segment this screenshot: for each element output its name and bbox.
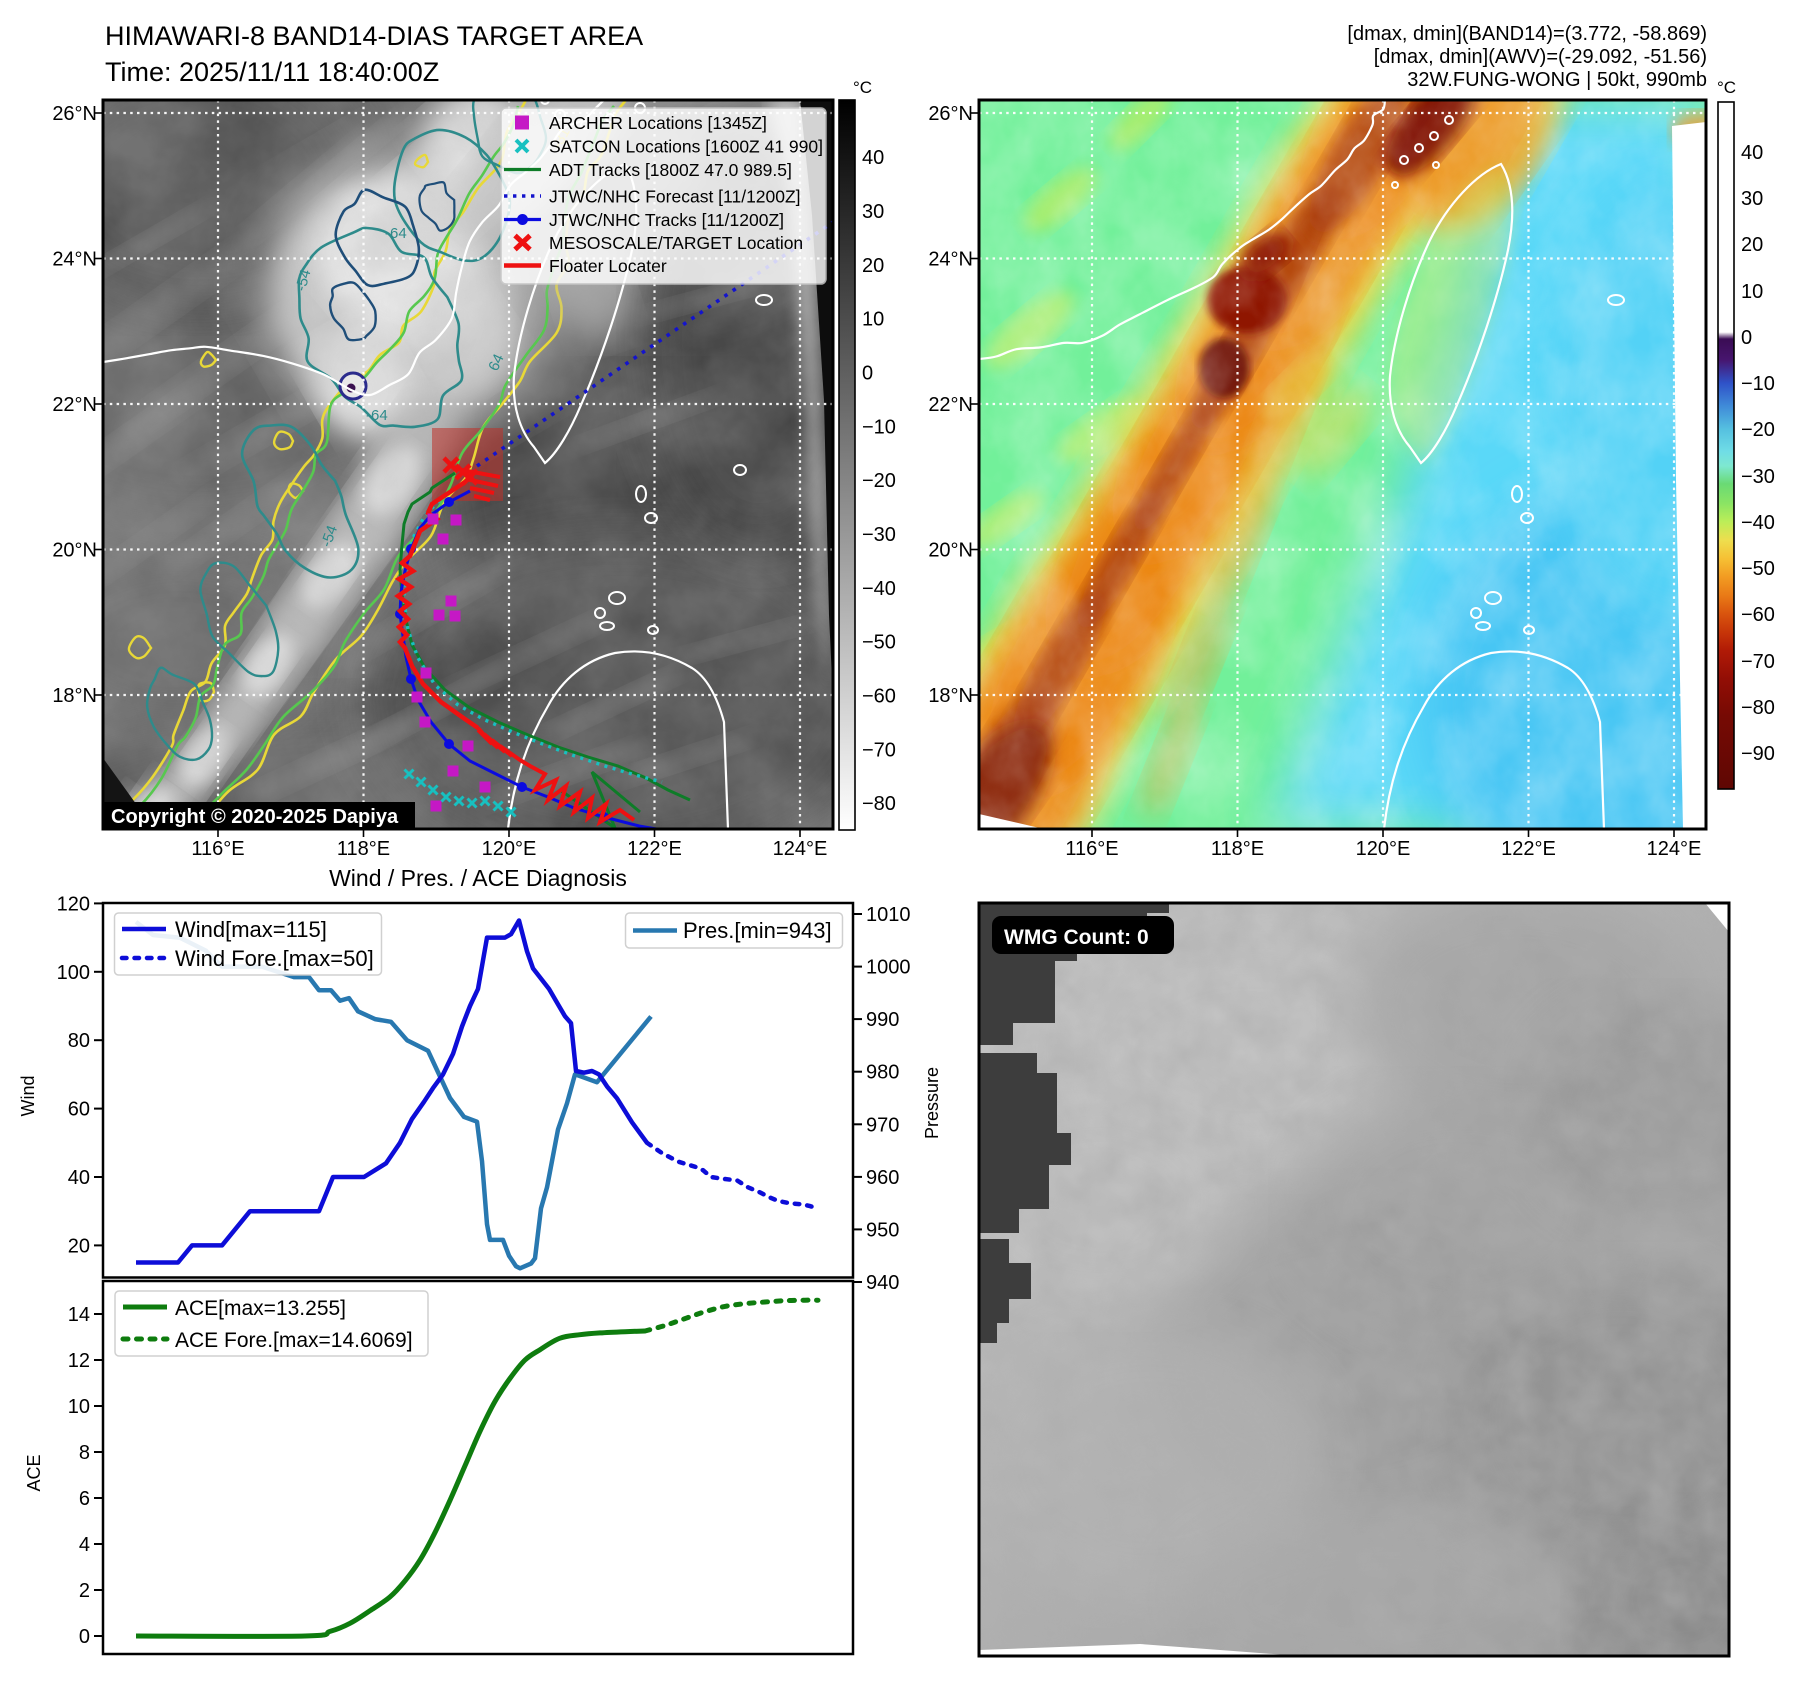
- svg-text:−50: −50: [1741, 558, 1775, 580]
- svg-text:118°E: 118°E: [1211, 838, 1264, 860]
- svg-text:12: 12: [68, 1350, 90, 1372]
- svg-text:4: 4: [79, 1534, 90, 1556]
- svg-text:−60: −60: [862, 686, 896, 708]
- svg-text:120°E: 120°E: [482, 838, 537, 860]
- svg-text:SATCON Locations [1600Z 41 990: SATCON Locations [1600Z 41 990]: [549, 137, 823, 157]
- svg-text:[dmax, dmin](AWV)=(-29.092, -5: [dmax, dmin](AWV)=(-29.092, -51.56): [1374, 46, 1707, 68]
- svg-text:26°N: 26°N: [52, 103, 97, 125]
- svg-text:−10: −10: [862, 416, 896, 438]
- svg-text:940: 940: [866, 1272, 899, 1294]
- svg-text:80: 80: [68, 1030, 90, 1052]
- svg-text:32W.FUNG-WONG | 50kt, 990mb: 32W.FUNG-WONG | 50kt, 990mb: [1407, 69, 1707, 91]
- svg-text:0: 0: [79, 1626, 90, 1648]
- svg-text:−20: −20: [862, 470, 896, 492]
- svg-text:Time: 2025/11/11 18:40:00Z: Time: 2025/11/11 18:40:00Z: [105, 57, 439, 87]
- svg-text:950: 950: [866, 1219, 899, 1241]
- svg-text:40: 40: [1741, 142, 1763, 164]
- svg-text:120°E: 120°E: [1356, 838, 1411, 860]
- svg-text:20: 20: [68, 1235, 90, 1257]
- svg-text:970: 970: [866, 1114, 899, 1136]
- svg-text:−60: −60: [1741, 604, 1775, 626]
- svg-text:Wind / Pres. / ACE Diagnosis: Wind / Pres. / ACE Diagnosis: [329, 865, 627, 891]
- svg-text:−40: −40: [1741, 512, 1775, 534]
- svg-text:−50: −50: [862, 632, 896, 654]
- svg-text:−90: −90: [1741, 743, 1775, 765]
- svg-text:20°N: 20°N: [52, 540, 97, 562]
- svg-text:JTWC/NHC Tracks [11/1200Z]: JTWC/NHC Tracks [11/1200Z]: [549, 210, 784, 230]
- svg-text:Floater Locater: Floater Locater: [549, 256, 667, 276]
- svg-text:18°N: 18°N: [52, 685, 97, 707]
- svg-text:Wind: Wind: [18, 1075, 38, 1116]
- svg-text:JTWC/NHC Forecast [11/1200Z]: JTWC/NHC Forecast [11/1200Z]: [549, 187, 801, 207]
- svg-text:Wind Fore.[max=50]: Wind Fore.[max=50]: [175, 946, 374, 971]
- svg-text:1010: 1010: [866, 904, 911, 926]
- svg-text:0: 0: [862, 363, 873, 385]
- svg-text:64: 64: [485, 351, 507, 373]
- svg-text:−70: −70: [1741, 651, 1775, 673]
- svg-text:−80: −80: [1741, 697, 1775, 719]
- svg-text:960: 960: [866, 1167, 899, 1189]
- svg-text:10: 10: [1741, 281, 1763, 303]
- svg-text:20°N: 20°N: [928, 540, 973, 562]
- svg-text:22°N: 22°N: [52, 394, 97, 416]
- svg-text:6: 6: [79, 1488, 90, 1510]
- svg-text:30: 30: [1741, 188, 1763, 210]
- svg-text:20: 20: [862, 255, 884, 277]
- svg-text:ACE: ACE: [24, 1454, 44, 1491]
- svg-text:30: 30: [862, 201, 884, 223]
- svg-text:120: 120: [57, 893, 90, 915]
- svg-text:ARCHER Locations [1345Z]: ARCHER Locations [1345Z]: [549, 113, 767, 133]
- svg-text:ACE[max=13.255]: ACE[max=13.255]: [175, 1297, 346, 1320]
- svg-text:40: 40: [68, 1167, 90, 1189]
- svg-text:990: 990: [866, 1009, 899, 1031]
- svg-text:124°E: 124°E: [773, 838, 828, 860]
- svg-text:24°N: 24°N: [928, 249, 973, 271]
- svg-text:124°E: 124°E: [1647, 838, 1702, 860]
- svg-text:122°E: 122°E: [1501, 838, 1556, 860]
- svg-text:HIMAWARI-8 BAND14-DIAS TARGET: HIMAWARI-8 BAND14-DIAS TARGET AREA: [105, 21, 643, 51]
- svg-text:116°E: 116°E: [191, 838, 244, 860]
- svg-text:10: 10: [68, 1396, 90, 1418]
- svg-text:−40: −40: [862, 578, 896, 600]
- svg-text:20: 20: [1741, 234, 1763, 256]
- svg-text:8: 8: [79, 1442, 90, 1464]
- svg-text:100: 100: [57, 962, 90, 984]
- svg-text:−30: −30: [1741, 466, 1775, 488]
- svg-text:122°E: 122°E: [627, 838, 682, 860]
- svg-text:22°N: 22°N: [928, 394, 973, 416]
- svg-text:Copyright © 2020-2025 Dapiya: Copyright © 2020-2025 Dapiya: [111, 806, 399, 828]
- svg-text:-64: -64: [385, 225, 407, 242]
- svg-text:−80: −80: [862, 793, 896, 815]
- svg-text:18°N: 18°N: [928, 685, 973, 707]
- svg-text:°C: °C: [1717, 78, 1736, 97]
- svg-text:40: 40: [862, 147, 884, 169]
- svg-text:14: 14: [68, 1304, 90, 1326]
- svg-text:°C: °C: [853, 78, 872, 97]
- svg-text:-54: -54: [292, 268, 314, 293]
- svg-text:−30: −30: [862, 524, 896, 546]
- svg-text:ACE Fore.[max=14.6069]: ACE Fore.[max=14.6069]: [175, 1329, 413, 1352]
- svg-text:118°E: 118°E: [337, 838, 390, 860]
- svg-text:-54: -54: [318, 523, 341, 549]
- svg-text:MESOSCALE/TARGET Location: MESOSCALE/TARGET Location: [549, 233, 803, 253]
- svg-text:60: 60: [68, 1099, 90, 1121]
- svg-text:26°N: 26°N: [928, 103, 973, 125]
- svg-text:Pres.[min=943]: Pres.[min=943]: [683, 918, 832, 943]
- svg-text:[dmax, dmin](BAND14)=(3.772, -: [dmax, dmin](BAND14)=(3.772, -58.869): [1347, 23, 1707, 45]
- svg-text:2: 2: [79, 1580, 90, 1602]
- svg-text:980: 980: [866, 1062, 899, 1084]
- svg-text:−70: −70: [862, 739, 896, 761]
- svg-text:WMG Count: 0: WMG Count: 0: [1004, 926, 1149, 949]
- svg-text:1000: 1000: [866, 957, 911, 979]
- svg-text:−20: −20: [1741, 419, 1775, 441]
- svg-text:−10: −10: [1741, 373, 1775, 395]
- svg-text:ADT Tracks [1800Z 47.0 989.5]: ADT Tracks [1800Z 47.0 989.5]: [549, 160, 792, 180]
- svg-text:24°N: 24°N: [52, 249, 97, 271]
- svg-text:10: 10: [862, 309, 884, 331]
- svg-text:0: 0: [1741, 327, 1752, 349]
- svg-text:-64: -64: [366, 407, 388, 424]
- svg-text:Wind[max=115]: Wind[max=115]: [175, 917, 327, 942]
- svg-text:116°E: 116°E: [1065, 838, 1118, 860]
- svg-text:Pressure: Pressure: [922, 1067, 942, 1139]
